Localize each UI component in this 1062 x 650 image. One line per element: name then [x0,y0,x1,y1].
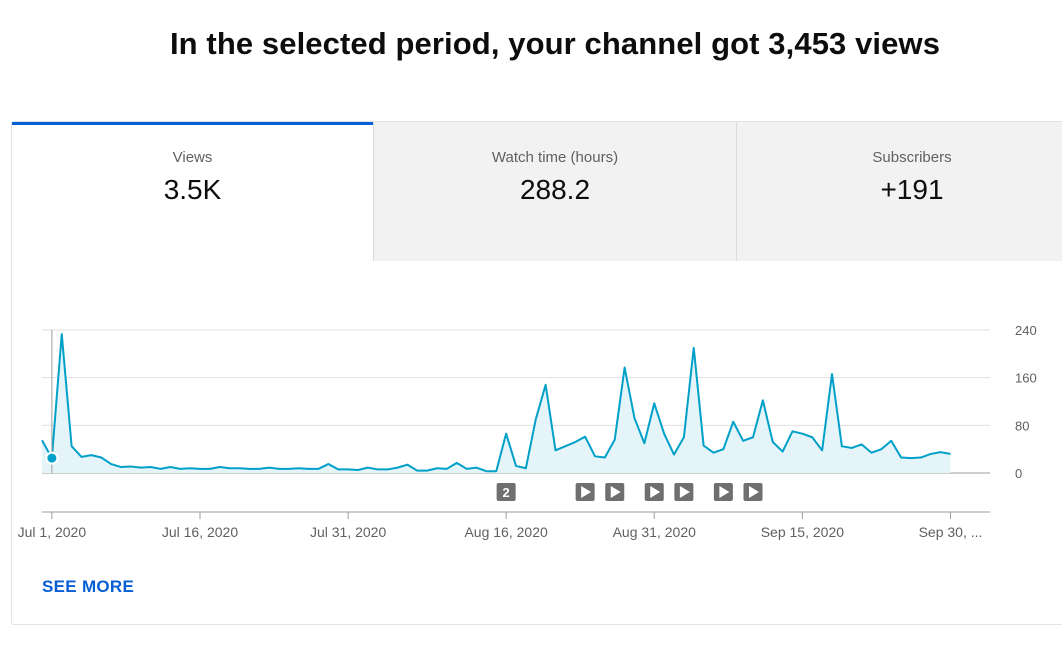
tab-views-label: Views [172,149,213,166]
y-tick-label: 80 [1015,418,1029,433]
views-area [42,334,951,473]
x-tick-label: Jul 1, 2020 [18,524,87,540]
tab-watch-time-value: 288.2 [519,174,591,205]
tab-watch-time-label: Watch time (hours) [491,149,619,166]
play-icon [719,486,730,498]
play-icon [581,486,592,498]
analytics-card: Views 3.5K Watch time (hours) 288.2 Subs… [11,121,1062,625]
tab-watch-time[interactable]: Watch time (hours) 288.2 [373,122,736,261]
play-icon [650,486,661,498]
x-tick-label: Aug 31, 2020 [613,524,697,540]
x-tick-label: Sep 30, ... [919,524,983,540]
headline: In the selected period, your channel got… [169,26,941,61]
views-series-line [41,333,951,473]
tab-views[interactable]: Views 3.5K [12,122,373,261]
tab-subscribers-value: +191 [880,174,944,205]
x-tick-label: Sep 15, 2020 [761,524,845,540]
see-more-link[interactable]: SEE MORE [42,577,135,596]
x-tick-label: Jul 31, 2020 [310,524,386,540]
y-tick-label: 240 [1015,323,1037,338]
y-tick-label: 0 [1015,466,1022,481]
tab-views-value: 3.5K [163,174,222,205]
y-tick-label: 160 [1015,371,1037,386]
tab-subscribers[interactable]: Subscribers +191 [736,122,1062,261]
play-icon [749,486,759,498]
play-icon [679,486,690,498]
x-tick-label: Aug 16, 2020 [464,524,548,540]
hover-point[interactable] [45,451,59,465]
video-count-marker[interactable] [496,483,516,501]
play-icon [610,486,621,498]
tab-subscribers-label: Subscribers [872,149,952,166]
video-count-label: 2 [503,485,510,500]
x-tick-label: Jul 16, 2020 [162,524,238,540]
